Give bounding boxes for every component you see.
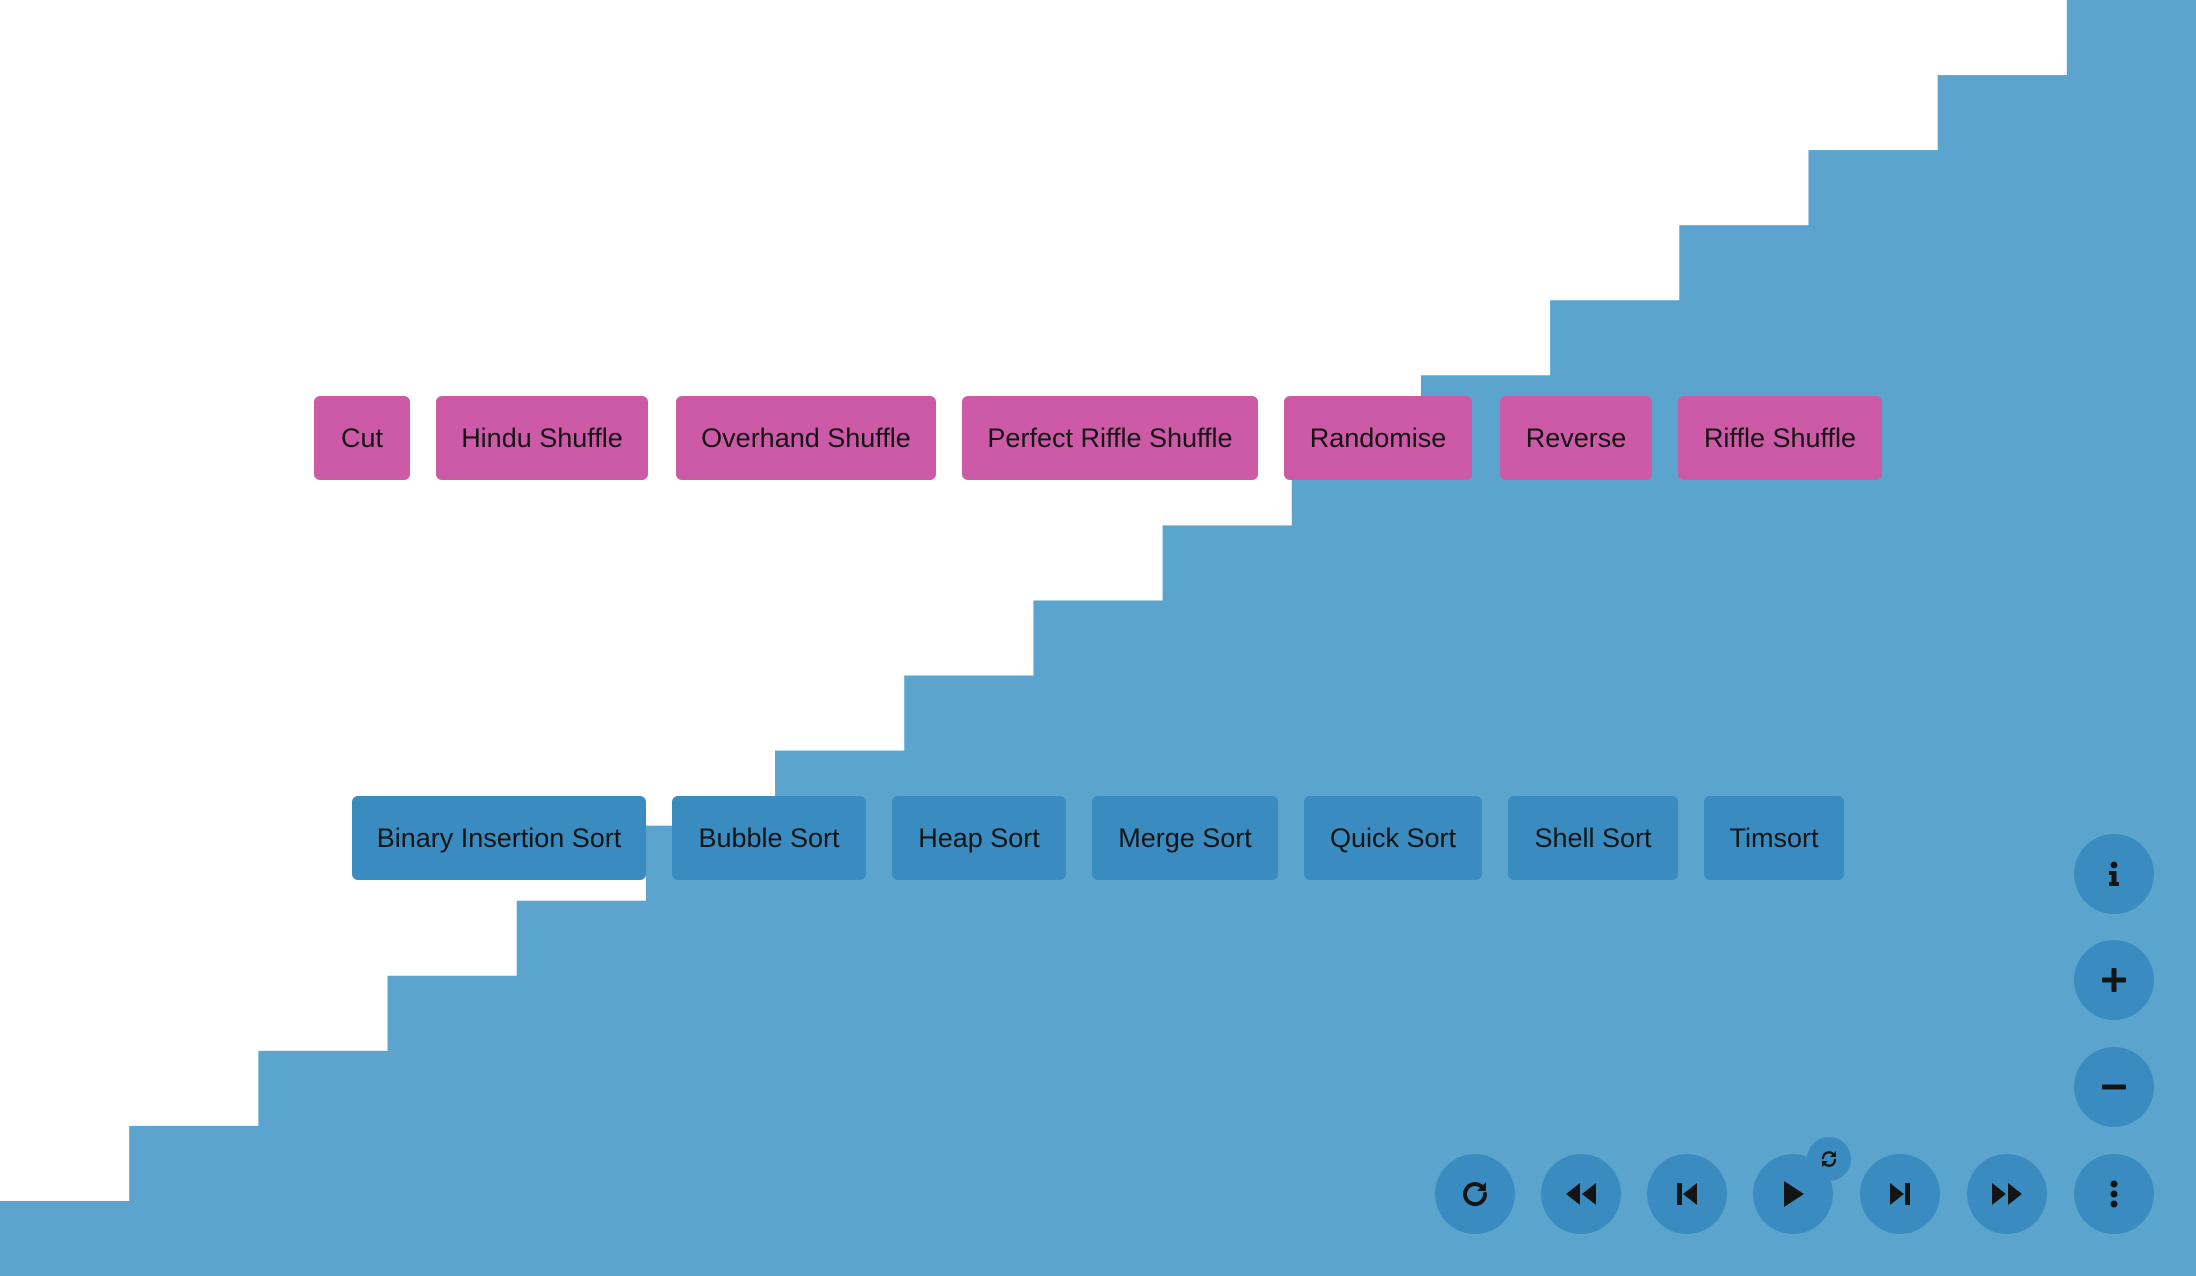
rewind-button[interactable] [1541,1154,1621,1234]
more-options-button[interactable] [2074,1154,2154,1234]
zoom-out-button[interactable] [2074,1047,2154,1127]
bar-15 [1808,150,1939,1276]
loop-icon [1821,1151,1837,1167]
shuffle-button-randomise[interactable]: Randomise [1284,396,1472,480]
step-forward-icon [1890,1183,1910,1205]
shuffle-button-row: Cut Hindu Shuffle Overhand Shuffle Perfe… [0,396,2196,480]
shuffle-button-cut[interactable]: Cut [314,396,410,480]
bar-4 [387,975,518,1276]
zoom-in-button[interactable] [2074,940,2154,1020]
shuffle-button-overhand[interactable]: Overhand Shuffle [676,396,936,480]
fast-forward-icon [1992,1183,2022,1205]
loop-toggle-button[interactable] [1807,1137,1851,1181]
more-vertical-icon [2110,1180,2118,1208]
plus-icon [2102,968,2126,992]
shuffle-button-reverse[interactable]: Reverse [1500,396,1652,480]
shuffle-button-perfect-riffle[interactable]: Perfect Riffle Shuffle [962,396,1258,480]
fast-forward-button[interactable] [1967,1154,2047,1234]
info-button[interactable] [2074,834,2154,914]
bar-10 [1162,525,1293,1276]
bar-6 [645,825,776,1276]
minus-icon [2102,1084,2126,1090]
bar-16 [1937,75,2068,1276]
shuffle-button-riffle[interactable]: Riffle Shuffle [1678,396,1882,480]
info-icon [2109,861,2119,886]
bar-14 [1679,225,1810,1276]
sort-button-timsort[interactable]: Timsort [1704,796,1844,880]
rewind-icon [1566,1183,1596,1205]
bar-5 [516,900,647,1276]
bar-3 [258,1050,389,1276]
bar-1 [0,1200,130,1276]
step-back-icon [1677,1183,1697,1205]
sort-button-heap[interactable]: Heap Sort [892,796,1066,880]
play-icon [1784,1181,1804,1207]
sort-button-merge[interactable]: Merge Sort [1092,796,1278,880]
shuffle-button-hindu[interactable]: Hindu Shuffle [436,396,648,480]
sort-button-binary-insertion[interactable]: Binary Insertion Sort [352,796,646,880]
bar-8 [904,675,1035,1276]
step-forward-button[interactable] [1860,1154,1940,1234]
bar-9 [1033,600,1164,1276]
sort-button-row: Binary Insertion Sort Bubble Sort Heap S… [0,796,2196,880]
sort-button-bubble[interactable]: Bubble Sort [672,796,866,880]
restart-icon [1463,1182,1488,1207]
sort-button-shell[interactable]: Shell Sort [1508,796,1678,880]
step-back-button[interactable] [1647,1154,1727,1234]
sort-button-quick[interactable]: Quick Sort [1304,796,1482,880]
bar-2 [129,1125,259,1276]
restart-button[interactable] [1435,1154,1515,1234]
